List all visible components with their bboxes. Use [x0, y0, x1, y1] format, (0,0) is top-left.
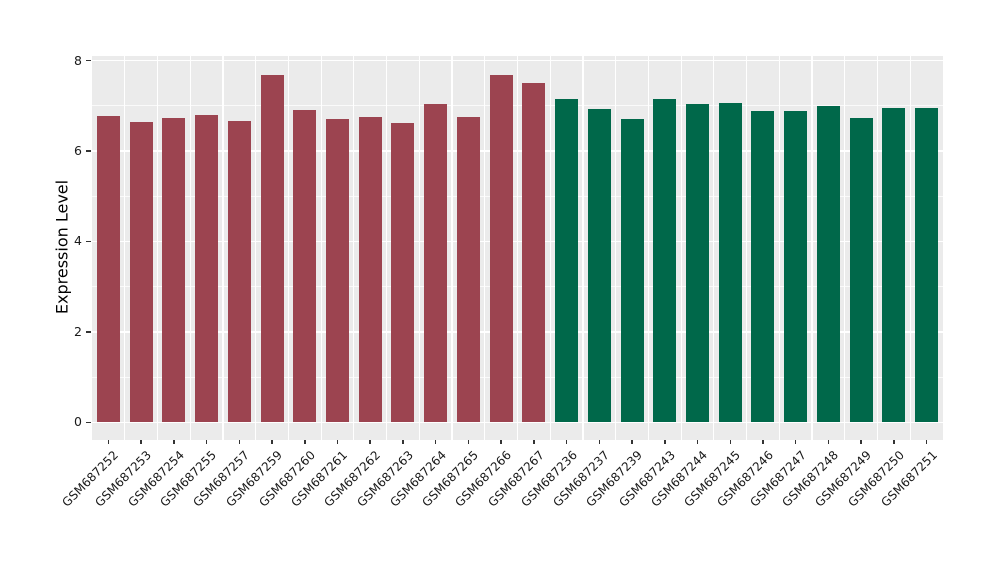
x-tick-mark	[565, 440, 568, 444]
y-tick-label: 8	[74, 52, 82, 68]
y-tick-label: 4	[74, 233, 82, 249]
bar-GSM687254	[162, 117, 186, 423]
y-tick-mark	[86, 150, 91, 152]
gridline-minor	[92, 195, 943, 197]
x-tick-mark	[140, 440, 142, 444]
x-tick-mark	[107, 440, 110, 444]
x-tick-mark	[173, 440, 175, 444]
x-tick-mark	[271, 440, 273, 444]
gridline-vertical	[516, 56, 519, 440]
x-tick-mark	[664, 440, 666, 444]
bar-GSM687263	[391, 123, 415, 423]
bar-GSM687236	[555, 99, 579, 423]
gridline-vertical	[124, 56, 126, 440]
bar-GSM687259	[260, 74, 284, 423]
gridline-vertical	[222, 56, 224, 440]
bar-GSM687260	[293, 109, 317, 423]
gridline-vertical	[844, 56, 846, 440]
gridline-major	[92, 59, 943, 62]
y-tick-label: 2	[74, 323, 82, 339]
gridline-vertical	[647, 56, 649, 440]
gridline-vertical	[418, 56, 420, 440]
gridline-vertical	[451, 56, 453, 440]
gridline-vertical	[353, 56, 355, 440]
bar-GSM687251	[915, 107, 939, 423]
y-tick-mark	[86, 59, 91, 62]
x-tick-mark	[467, 440, 470, 444]
gridline-vertical	[255, 56, 257, 440]
gridline-vertical	[746, 56, 748, 440]
gridline-vertical	[778, 56, 780, 440]
bar-GSM687245	[718, 102, 742, 423]
x-tick-mark	[402, 440, 404, 444]
x-tick-mark	[893, 440, 895, 444]
gridline-minor	[92, 105, 943, 107]
bar-GSM687243	[653, 99, 677, 423]
plot-panel	[92, 56, 943, 440]
gridline-vertical	[484, 56, 486, 440]
x-tick-mark	[729, 440, 731, 444]
x-tick-mark	[827, 440, 830, 444]
x-tick-mark	[369, 440, 371, 444]
y-tick-mark	[86, 240, 91, 243]
gridline-vertical	[385, 56, 388, 440]
bar-GSM687267	[522, 83, 546, 423]
gridline-major	[92, 150, 943, 152]
bar-GSM687262	[358, 117, 382, 423]
bar-GSM687249	[849, 117, 873, 423]
bar-GSM687253	[129, 121, 153, 423]
gridline-vertical	[876, 56, 879, 440]
x-tick-mark	[533, 440, 535, 444]
bar-GSM687261	[325, 119, 349, 423]
bar-GSM687255	[195, 114, 219, 423]
x-tick-mark	[500, 440, 502, 444]
x-tick-mark	[762, 440, 764, 444]
x-tick-mark	[598, 440, 601, 444]
x-tick-mark	[238, 440, 241, 444]
y-tick-mark	[86, 331, 91, 333]
x-tick-mark	[794, 440, 797, 444]
x-tick-mark	[696, 440, 699, 444]
bar-GSM687265	[456, 116, 480, 423]
x-tick-mark	[434, 440, 437, 444]
bar-GSM687247	[784, 110, 808, 423]
gridline-vertical	[811, 56, 813, 440]
x-tick-mark	[860, 440, 862, 444]
gridline-vertical	[189, 56, 191, 440]
bar-GSM687246	[751, 110, 775, 423]
gridline-vertical	[287, 56, 289, 440]
y-tick-mark	[86, 421, 91, 424]
x-tick-mark	[925, 440, 928, 444]
x-tick-mark	[304, 440, 306, 444]
gridline-minor	[92, 376, 943, 378]
gridline-vertical	[713, 56, 715, 440]
bar-GSM687248	[816, 106, 840, 423]
bar-GSM687257	[227, 120, 251, 423]
bar-GSM687264	[424, 103, 448, 423]
gridline-vertical	[909, 56, 911, 440]
bar-GSM687252	[96, 116, 120, 423]
gridline-vertical	[680, 56, 682, 440]
gridline-major	[92, 240, 943, 243]
x-tick-mark	[631, 440, 633, 444]
gridline-vertical	[582, 56, 584, 440]
gridline-major	[92, 331, 943, 333]
bar-GSM687237	[587, 109, 611, 423]
gridline-minor	[92, 286, 943, 288]
bar-GSM687250	[882, 108, 906, 423]
gridline-vertical	[615, 56, 617, 440]
gridline-vertical	[156, 56, 159, 440]
gridline-vertical	[549, 56, 551, 440]
bar-GSM687239	[620, 119, 644, 423]
x-tick-mark	[336, 440, 339, 444]
bar-GSM687244	[686, 103, 710, 423]
x-tick-mark	[205, 440, 208, 444]
bar-GSM687266	[489, 74, 513, 423]
gridline-major	[92, 421, 943, 424]
y-tick-label: 6	[74, 142, 82, 158]
y-tick-label: 0	[74, 414, 82, 430]
gridline-vertical	[320, 56, 322, 440]
